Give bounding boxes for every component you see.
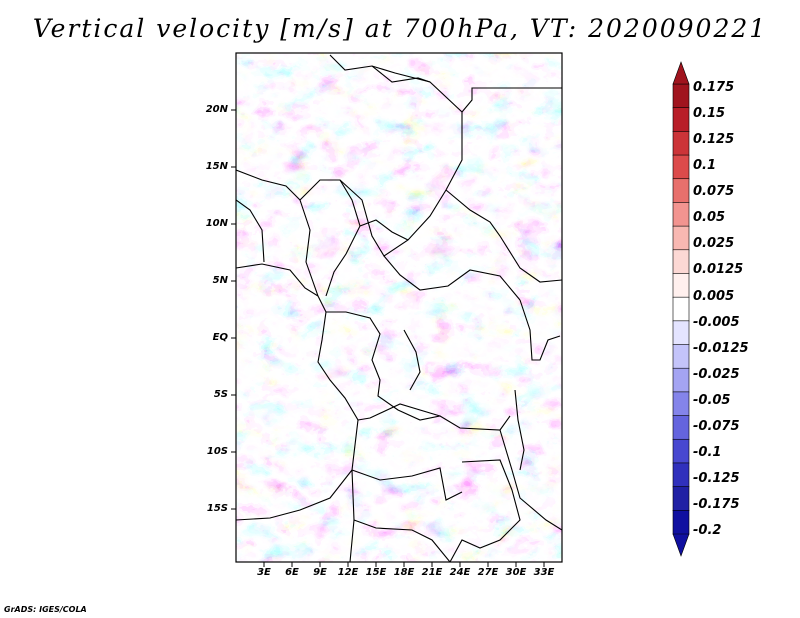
lon-label: 24E — [449, 567, 471, 578]
map-title: Vertical velocity [m/s] at 700hPa, VT: 2… — [32, 14, 768, 43]
lon-label: 6E — [285, 567, 299, 578]
colorbar-swatch — [672, 391, 690, 417]
lon-label: 30E — [505, 567, 527, 578]
lon-label: 9E — [313, 567, 327, 578]
colorbar-label: 0.0125 — [693, 262, 744, 277]
lon-label: 15E — [365, 567, 387, 578]
colorbar-label: -0.005 — [693, 315, 740, 330]
colorbar-label: 0.05 — [693, 210, 726, 225]
colorbar-swatch — [672, 296, 690, 322]
colorbar-top-arrow — [672, 61, 690, 85]
colorbar-label: 0.125 — [693, 132, 735, 147]
lat-label: 10N — [205, 218, 228, 229]
colorbar-label: 0.175 — [693, 80, 735, 95]
colorbar-label: -0.025 — [693, 367, 740, 382]
colorbar-swatch — [672, 107, 690, 132]
colorbar-swatch — [672, 202, 690, 227]
colorbar-swatch — [672, 154, 690, 180]
lat-label: EQ — [212, 332, 228, 343]
colorbar-label: 0.075 — [693, 184, 735, 199]
colorbar-label: 0.15 — [693, 106, 726, 121]
colorbar-swatch — [672, 367, 690, 393]
colorbar-swatch — [672, 83, 690, 109]
colorbar-label: 0.025 — [693, 236, 735, 251]
velocity-field — [236, 53, 562, 562]
colorbar-label: -0.05 — [693, 393, 731, 408]
lat-label: 15N — [205, 161, 228, 172]
colorbar-label: -0.125 — [693, 471, 740, 486]
colorbar-swatch — [672, 178, 690, 204]
colorbar-swatch — [672, 438, 690, 464]
colorbar-swatch — [672, 320, 690, 346]
colorbar-label: -0.075 — [693, 419, 740, 434]
lat-label: 5N — [212, 275, 228, 286]
lat-label: 5S — [213, 389, 228, 400]
lon-label: 12E — [337, 567, 359, 578]
colorbar-swatch — [672, 131, 690, 156]
colorbar-label: -0.0125 — [693, 341, 749, 356]
grads-credit: GrADS: IGES/COLA — [4, 605, 87, 614]
colorbar-swatch — [672, 510, 690, 535]
colorbar-swatch — [672, 344, 690, 369]
colorbar-label: -0.2 — [693, 523, 722, 538]
colorbar-swatch — [672, 486, 690, 511]
axis-ticks — [231, 109, 545, 567]
colorbar-label: 0.1 — [693, 158, 717, 173]
country-borders — [236, 54, 562, 562]
colorbar-swatch — [672, 415, 690, 440]
lon-label: 3E — [257, 567, 271, 578]
colorbar-label: 0.005 — [693, 289, 735, 304]
lat-label: 10S — [206, 446, 228, 457]
colorbar-swatch — [672, 462, 690, 488]
map-frame — [235, 52, 563, 563]
lon-label: 21E — [421, 567, 443, 578]
lat-label: 20N — [205, 104, 228, 115]
colorbar-swatch — [672, 225, 690, 251]
colorbar-label: -0.175 — [693, 497, 740, 512]
lon-label: 27E — [477, 567, 499, 578]
lat-label: 15S — [206, 503, 228, 514]
lon-label: 33E — [533, 567, 555, 578]
colorbar-swatch — [672, 249, 690, 275]
colorbar — [672, 61, 690, 557]
colorbar-swatch — [672, 273, 690, 298]
colorbar-label: -0.1 — [693, 445, 722, 460]
colorbar-bottom-arrow — [672, 533, 690, 557]
lon-label: 18E — [393, 567, 415, 578]
